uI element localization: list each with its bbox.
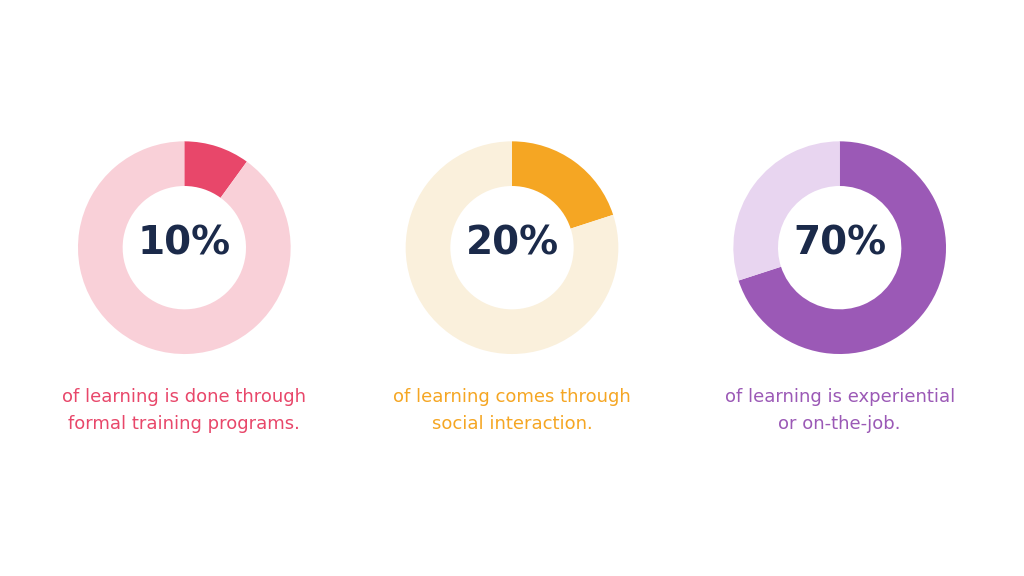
Wedge shape	[512, 141, 613, 229]
Text: of learning comes through
social interaction.: of learning comes through social interac…	[393, 388, 631, 433]
Wedge shape	[733, 141, 840, 281]
Wedge shape	[406, 141, 618, 354]
Text: of learning is done through
formal training programs.: of learning is done through formal train…	[62, 388, 306, 433]
Wedge shape	[738, 141, 946, 354]
Wedge shape	[78, 141, 291, 354]
Text: acorn: acorn	[108, 517, 204, 546]
Text: of learning is experiential
or on-the-job.: of learning is experiential or on-the-jo…	[725, 388, 954, 433]
Text: 20%: 20%	[466, 225, 558, 263]
Text: 10%: 10%	[138, 225, 230, 263]
Text: 70%: 70%	[794, 225, 886, 263]
Text: ♥: ♥	[43, 521, 63, 541]
Wedge shape	[184, 141, 247, 198]
